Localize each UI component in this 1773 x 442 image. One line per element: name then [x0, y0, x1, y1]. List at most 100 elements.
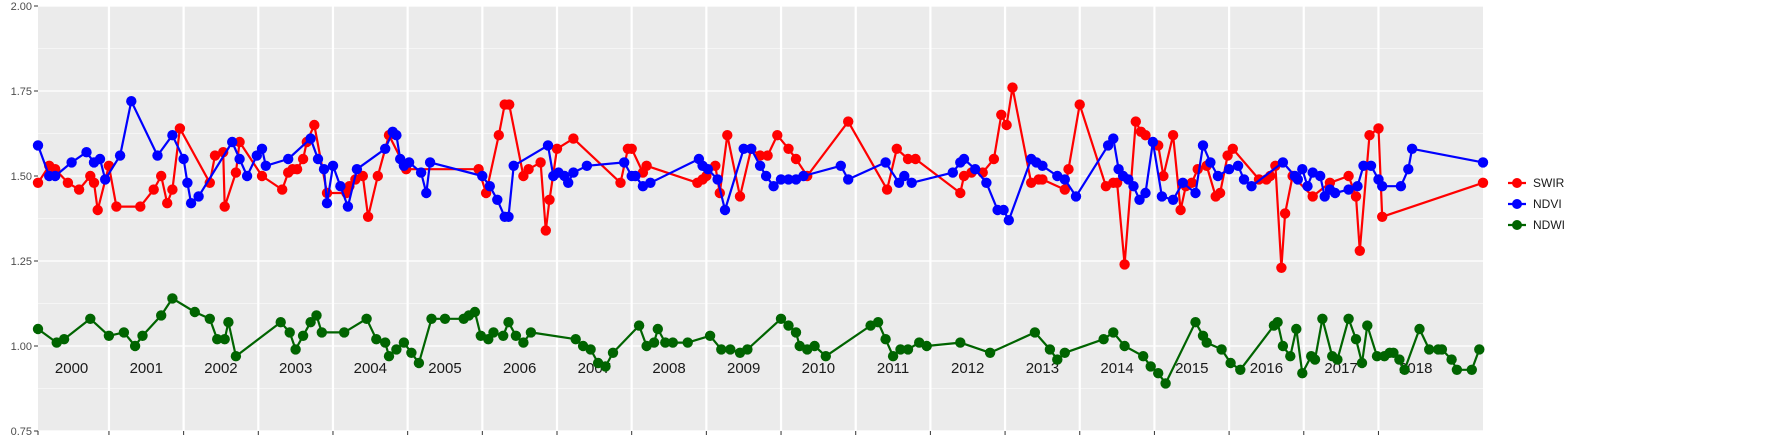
data-point-swir: [540, 225, 551, 236]
data-point-ndwi: [503, 317, 514, 328]
data-point-ndwi: [406, 347, 417, 358]
data-point-ndwi: [137, 330, 148, 341]
data-point-ndwi: [510, 330, 522, 341]
data-point-swir: [1279, 208, 1291, 219]
legend-key-point: [1512, 220, 1522, 230]
data-point-ndvi: [568, 167, 579, 178]
data-point-swir: [32, 177, 44, 188]
data-point-ndwi: [1414, 323, 1425, 335]
data-point-swir: [362, 211, 374, 222]
data-point-ndvi: [899, 170, 910, 182]
data-point-ndwi: [1160, 378, 1171, 389]
data-point-ndwi: [725, 344, 736, 355]
data-point-ndvi: [1108, 133, 1119, 144]
data-point-ndwi: [742, 344, 753, 355]
data-point-ndwi: [371, 334, 382, 345]
data-point-ndwi: [704, 330, 716, 341]
data-point-ndvi: [100, 174, 111, 185]
data-point-ndvi: [746, 143, 757, 154]
data-point-swir: [1007, 82, 1018, 93]
data-point-ndvi: [1223, 164, 1235, 175]
data-point-ndwi: [85, 313, 96, 324]
data-point-swir: [762, 150, 773, 161]
year-label: 2016: [1250, 360, 1283, 377]
data-point-ndwi: [223, 317, 234, 328]
data-point-ndwi: [1297, 368, 1308, 379]
data-point-ndvi: [94, 153, 106, 165]
data-point-ndvi: [185, 198, 197, 209]
data-point-ndvi: [260, 160, 271, 171]
data-point-ndvi: [1037, 160, 1048, 171]
data-point-ndvi: [563, 177, 574, 188]
legend-item-swir: SWIR: [1508, 176, 1565, 190]
data-point-ndwi: [1145, 361, 1156, 372]
data-point-ndvi: [1395, 181, 1407, 192]
data-point-ndwi: [1216, 344, 1227, 355]
legend-key-point: [1512, 178, 1522, 188]
y-tick-label: 1.75: [11, 86, 32, 98]
data-point-ndwi: [129, 340, 141, 352]
data-point-ndvi: [167, 130, 178, 141]
data-point-swir: [504, 99, 515, 110]
data-point-ndwi: [204, 313, 215, 324]
data-point-swir: [1140, 130, 1151, 141]
y-tick-label: 0.75: [11, 426, 32, 438]
data-point-ndwi: [1272, 317, 1283, 328]
data-point-ndwi: [219, 334, 230, 345]
data-point-ndvi: [152, 150, 163, 161]
data-point-swir: [256, 170, 268, 182]
data-point-ndwi: [1356, 357, 1368, 369]
year-label: 2017: [1324, 360, 1357, 377]
data-point-ndvi: [477, 170, 488, 182]
data-point-ndvi: [1003, 215, 1014, 226]
data-point-ndwi: [426, 313, 437, 324]
data-point-swir: [996, 109, 1007, 121]
data-point-ndvi: [1477, 157, 1489, 168]
y-tick-label: 1.00: [11, 341, 32, 353]
data-point-swir: [162, 198, 173, 209]
data-point-swir: [1477, 177, 1489, 188]
year-label: 2012: [951, 360, 984, 377]
data-point-ndvi: [1246, 181, 1257, 192]
data-point-ndwi: [783, 320, 794, 331]
data-point-ndwi: [230, 351, 242, 362]
year-label: 2014: [1100, 360, 1133, 377]
data-point-swir: [1175, 204, 1186, 216]
data-point-ndwi: [339, 327, 350, 338]
data-point-ndvi: [193, 191, 204, 202]
data-point-swir: [1276, 262, 1287, 273]
data-point-swir: [135, 201, 146, 212]
year-label: 2015: [1175, 360, 1208, 377]
data-point-swir: [167, 184, 178, 195]
data-point-ndwi: [880, 334, 891, 345]
year-label: 2004: [354, 360, 387, 377]
data-point-ndwi: [297, 330, 309, 341]
legend-label: NDVI: [1533, 197, 1562, 211]
data-point-ndwi: [1153, 368, 1164, 379]
data-point-ndvi: [391, 130, 402, 141]
data-point-ndvi: [81, 147, 92, 158]
data-point-ndvi: [1315, 170, 1326, 182]
data-point-swir: [615, 177, 626, 188]
data-point-ndvi: [321, 198, 333, 209]
data-point-ndvi: [1238, 174, 1250, 185]
data-point-swir: [88, 177, 100, 188]
year-label: 2005: [428, 360, 461, 377]
data-point-swir: [1377, 211, 1388, 222]
legend-key-point: [1512, 199, 1522, 209]
data-point-ndvi: [424, 157, 436, 168]
year-label: 2010: [802, 360, 835, 377]
data-point-ndwi: [820, 351, 831, 362]
data-point-swir: [148, 184, 159, 195]
data-point-ndwi: [103, 330, 115, 341]
data-point-ndvi: [403, 157, 415, 168]
data-point-ndwi: [1138, 351, 1149, 362]
y-axis: 0.75 1.00 1.25 1.50 1.75 2.00: [11, 1, 38, 438]
data-point-ndwi: [809, 340, 820, 352]
data-point-swir: [1373, 123, 1384, 134]
data-point-swir: [219, 201, 230, 212]
data-point-ndwi: [413, 357, 425, 369]
data-point-swir: [1074, 99, 1085, 110]
year-label: 2003: [279, 360, 312, 377]
data-point-ndwi: [887, 351, 899, 362]
